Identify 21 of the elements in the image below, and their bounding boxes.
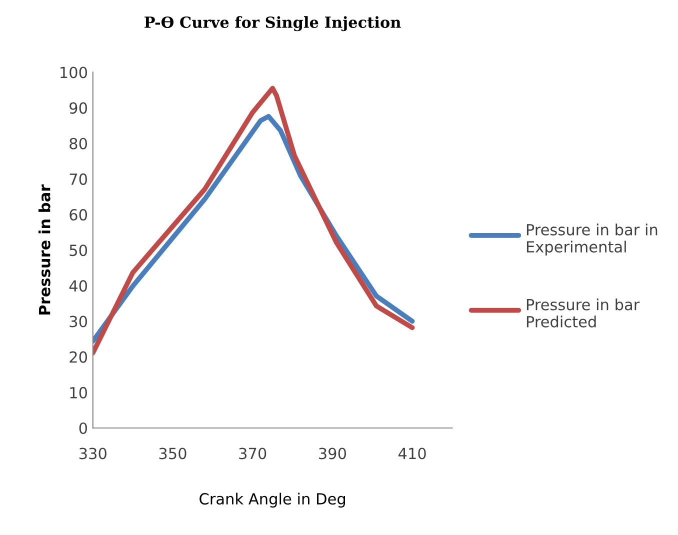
y-tick-label: 80 bbox=[70, 138, 88, 150]
y-tick-label: 0 bbox=[79, 422, 88, 434]
x-tick-label: 390 bbox=[319, 448, 346, 460]
y-tick-label: 50 bbox=[70, 244, 88, 256]
y-tick-label: 60 bbox=[70, 209, 88, 221]
y-tick-label: 20 bbox=[70, 351, 88, 363]
y-tick-label: 70 bbox=[70, 173, 88, 185]
x-tick-label: 410 bbox=[398, 448, 426, 460]
legend-label: Pressure in bar Predicted bbox=[526, 298, 640, 328]
y-tick-label: 40 bbox=[69, 280, 88, 292]
y-tick-label: 30 bbox=[70, 316, 88, 328]
chart-title: P-ϴ Curve for Single Injection bbox=[144, 16, 401, 32]
y-tick-label: 10 bbox=[70, 386, 88, 398]
legend-label: Pressure in bar in Experimental bbox=[526, 224, 658, 256]
y-tick-label: 90 bbox=[70, 102, 88, 114]
y-tick-label: 100 bbox=[60, 66, 88, 78]
x-tick-label: 350 bbox=[159, 448, 186, 460]
x-axis-title: Crank Angle in Deg bbox=[200, 492, 346, 508]
x-tick-label: 370 bbox=[239, 448, 266, 460]
x-tick-label: 330 bbox=[79, 448, 106, 460]
y-axis-title: Pressure in bar bbox=[38, 184, 50, 314]
